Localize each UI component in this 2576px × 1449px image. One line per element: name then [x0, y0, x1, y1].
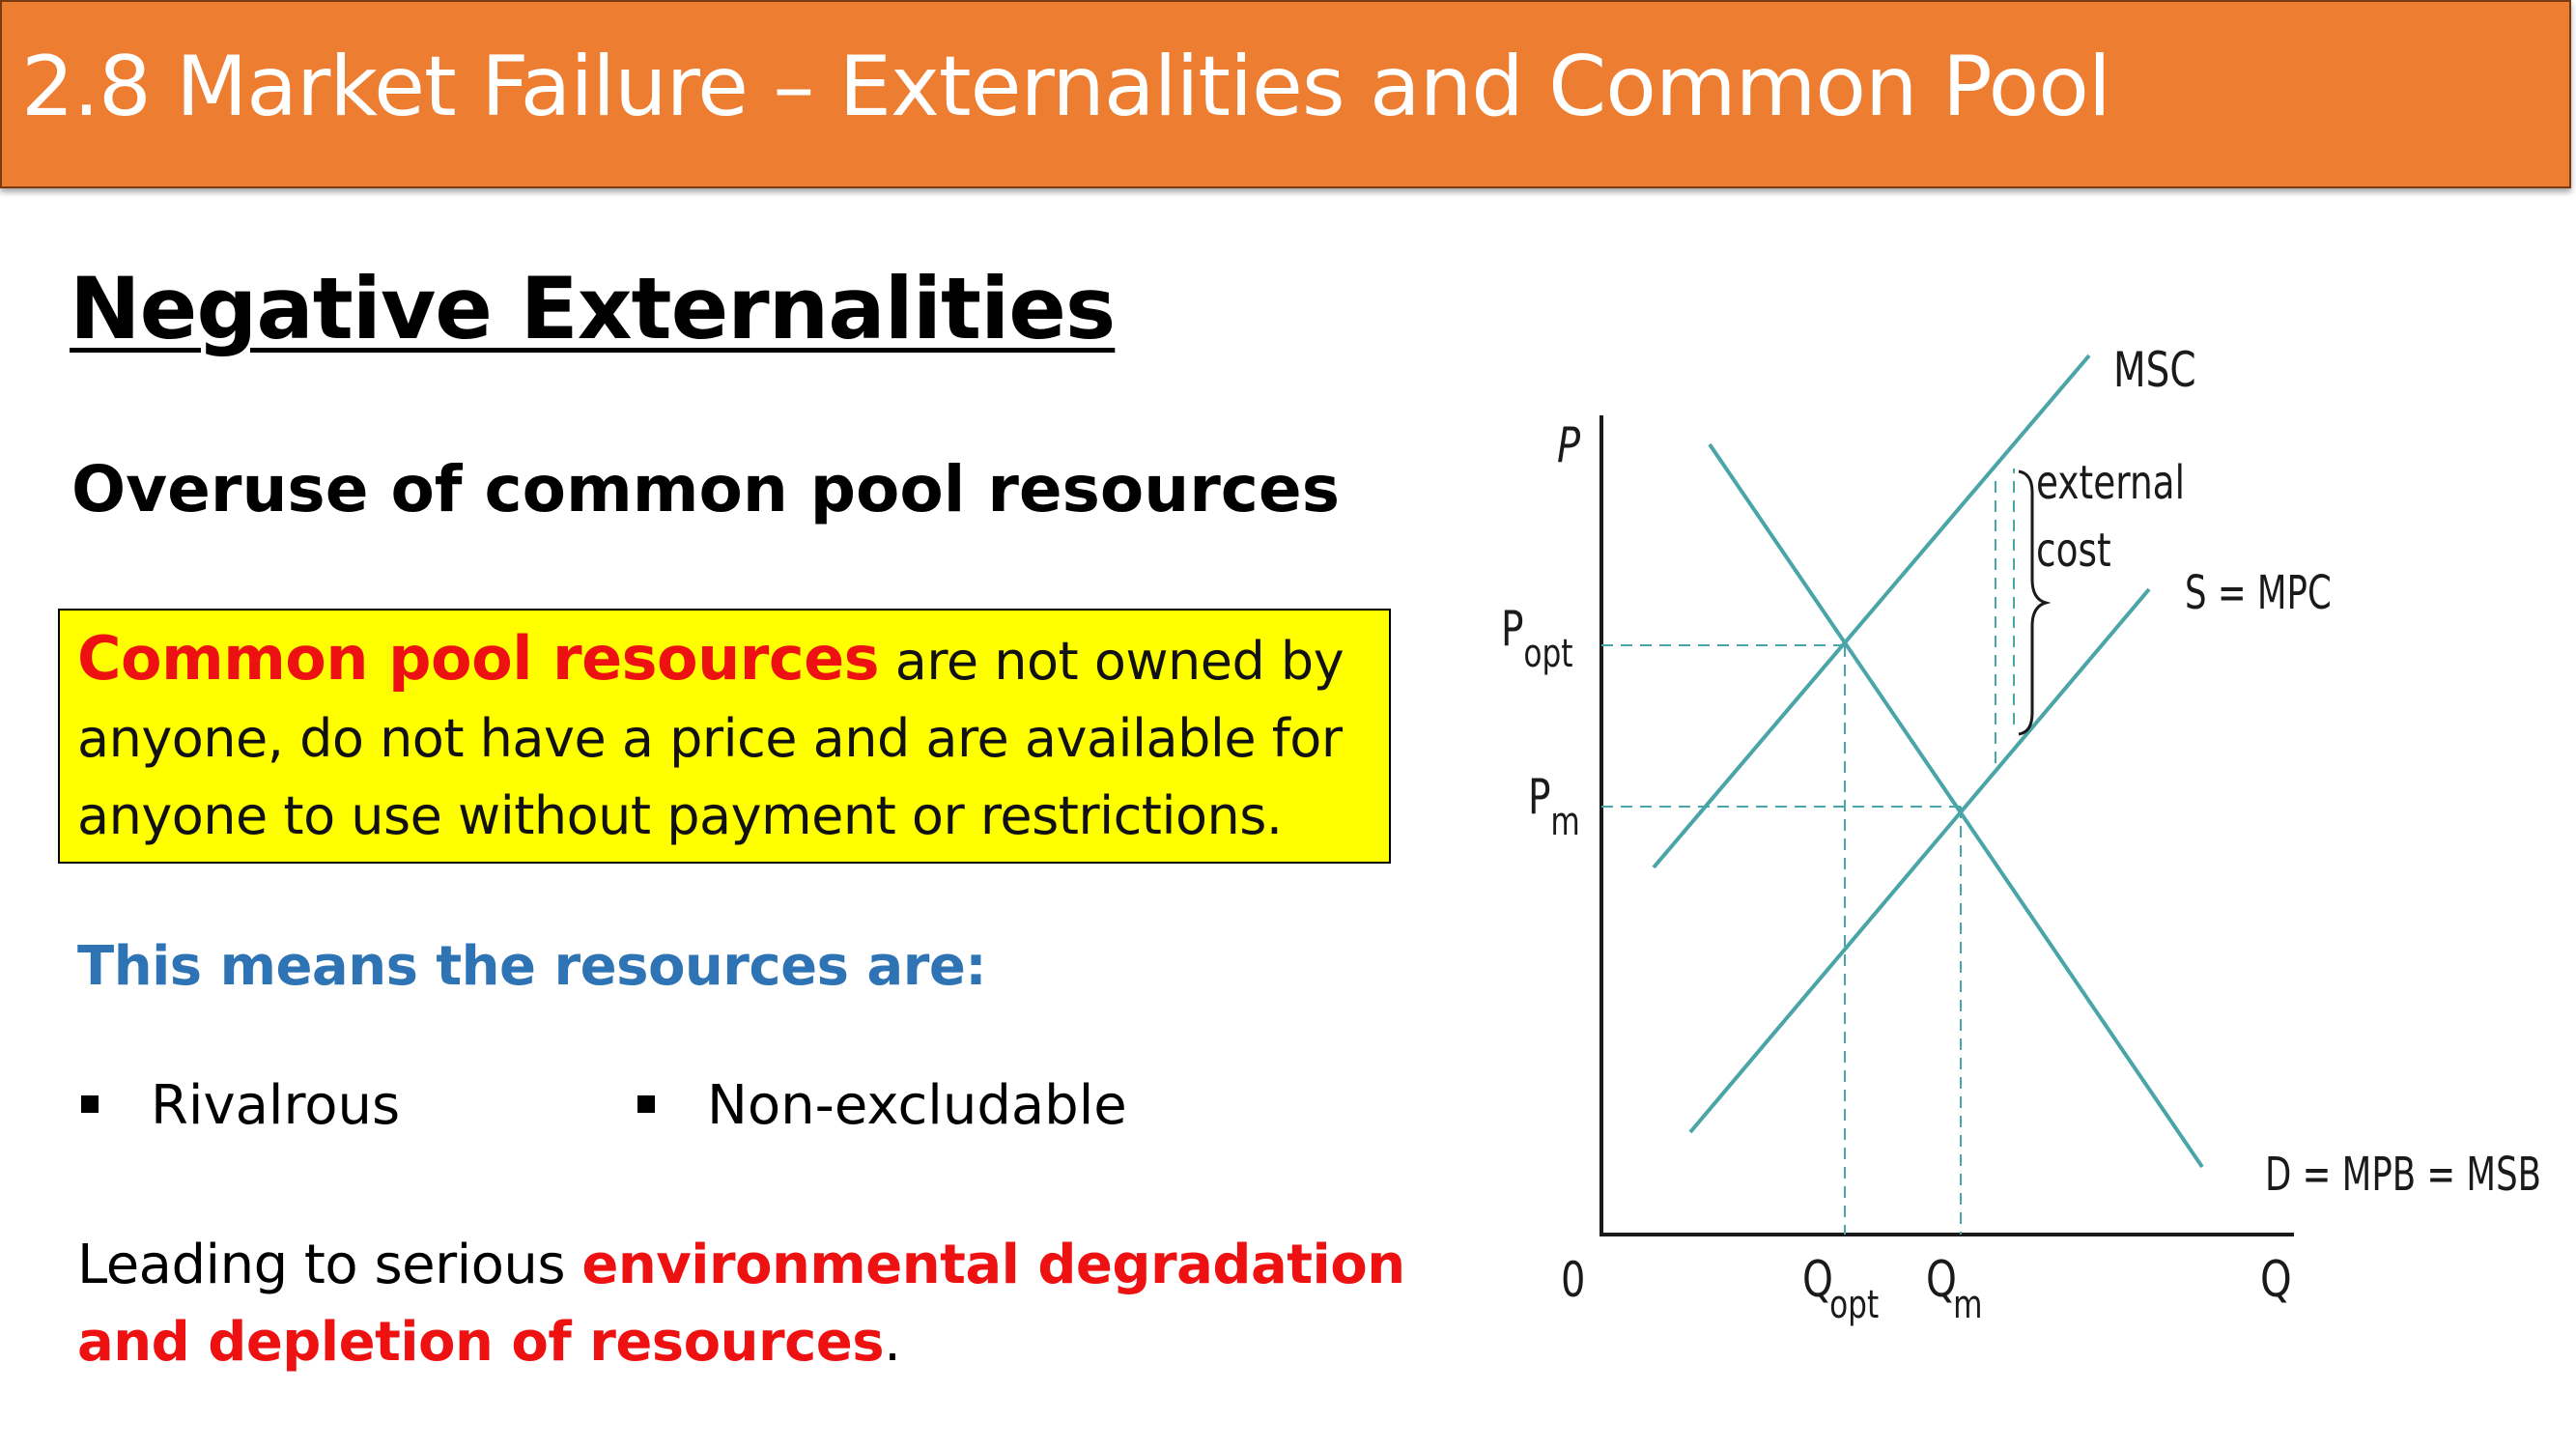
leading-line-2: and depletion of resources. [77, 1311, 901, 1374]
leading-text: Leading to serious environmental degrada… [77, 1227, 1405, 1381]
x-axis-label: Q [2260, 1251, 2292, 1310]
means-label: This means the resources are: [77, 935, 987, 998]
leading-emphasis-2: and depletion of resources [77, 1311, 885, 1374]
p-m-label: P m [1528, 768, 1580, 844]
external-cost-brace [2018, 469, 2052, 736]
supply-curve [1688, 587, 2151, 1134]
annotation-cost: cost [2036, 525, 2111, 579]
definition-line-1: Common pool resources are not owned by [77, 620, 1389, 700]
demand-curve [1708, 442, 2204, 1169]
definition-line-3: anyone to use without payment or restric… [77, 785, 1283, 846]
p-opt-sub: opt [1523, 632, 1572, 676]
q-opt-sub: opt [1829, 1283, 1879, 1327]
msc-label: MSC [2113, 341, 2196, 398]
bullet-square-icon [637, 1095, 655, 1113]
definition-term: Common pool resources [77, 623, 880, 694]
msc-curve [1652, 354, 2091, 869]
q-opt-main: Q [1802, 1250, 1833, 1308]
q-m-label: Q m [1926, 1250, 1982, 1327]
q-m-main: Q [1926, 1250, 1957, 1308]
p-m-main: P [1528, 768, 1551, 825]
definition-box: Common pool resources are not owned by a… [58, 609, 1391, 864]
subheading: Overuse of common pool resources [71, 452, 1340, 526]
annotation-external: external [2036, 457, 2185, 511]
definition-line-2: anyone, do not have a price and are avai… [77, 708, 1343, 769]
demand-label: D = MPB = MSB [2265, 1148, 2541, 1202]
leading-emphasis-1: environmental degradation [581, 1234, 1405, 1296]
p-opt-label: P opt [1501, 600, 1573, 676]
section-heading: Negative Externalities [70, 259, 1116, 358]
leading-prefix: Leading to serious [77, 1234, 582, 1296]
externality-diagram: MSC external cost S = MPC D = MPB = MSB … [1501, 341, 2541, 1327]
leading-suffix: . [884, 1311, 901, 1374]
title-bar: 2.8 Market Failure – Externalities and C… [0, 0, 2571, 188]
slide-title: 2.8 Market Failure – Externalities and C… [21, 39, 2111, 135]
q-m-sub: m [1953, 1283, 1982, 1327]
p-opt-main: P [1501, 600, 1524, 657]
supply-label: S = MPC [2185, 566, 2332, 620]
bullet-square-icon [81, 1095, 99, 1113]
y-axis-label: P [1557, 417, 1581, 474]
bullet-text: Non-excludable [707, 1074, 1127, 1137]
leading-line-1: Leading to serious environmental degrada… [77, 1234, 1405, 1296]
p-m-sub: m [1550, 800, 1579, 844]
definition-line-1-rest: are not owned by [879, 631, 1345, 692]
origin-label: 0 [1561, 1252, 1585, 1309]
q-opt-label: Q opt [1802, 1250, 1879, 1327]
bullet-text: Rivalrous [151, 1074, 401, 1137]
